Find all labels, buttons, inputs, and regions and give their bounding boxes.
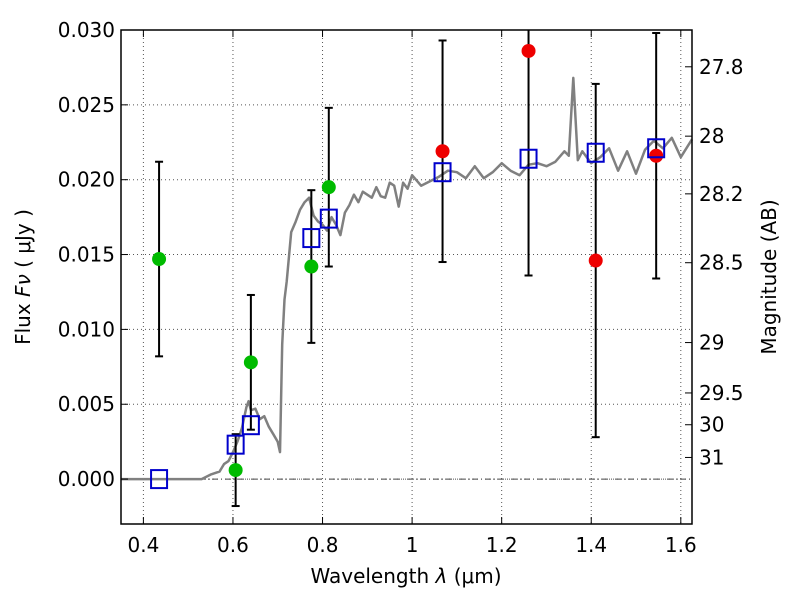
model-band-square [586,142,605,163]
red-data-point [521,43,536,58]
model-band-square [241,415,260,436]
model-band-square [647,138,666,159]
model-spectrum [121,76,694,481]
right-tick-label: 30 [699,413,724,437]
x-tick-label: 0.6 [217,533,249,557]
red-data-point [649,148,664,163]
y-tick-label: 0.015 [58,243,115,267]
x-tick-label: 1 [406,533,419,557]
model-band-square [519,148,538,169]
right-tick-label: 27.8 [699,55,744,79]
y-tick-label: 0.010 [58,317,115,341]
x-tick-label: 0.8 [307,533,339,557]
y-tick-label: 0.005 [58,392,115,416]
y-tick-label: 0.025 [58,93,115,117]
y-tick-label: 0.030 [58,18,115,42]
x-axis-ticks: 0.4 0.6 0.8 1 1.2 1.4 1.6 [127,30,697,557]
x-axis-title: Wavelength λ (μm) [310,564,501,588]
y-axis-title: Flux Fν ( μJy ) [11,209,35,345]
x-tick-label: 1.4 [575,533,607,557]
green-data-point [152,252,167,267]
green-data-point [228,463,243,478]
right-axis-title: Magnitude (AB) [757,199,781,354]
x-tick-label: 1.6 [665,533,697,557]
right-tick-label: 31 [699,445,724,469]
error-bars [155,30,661,508]
data-markers [150,43,666,490]
green-data-point [243,355,258,370]
model-band-square [319,208,338,229]
model-band-square [226,434,245,455]
y-axis-ticks: 0.000 0.005 0.010 0.015 0.020 0.025 0.030 [58,18,128,491]
green-data-point [304,259,319,274]
right-tick-label: 29 [699,331,724,355]
right-tick-label: 28.2 [699,182,744,206]
right-axis-ticks: 27.8 28 28.2 28.5 29 29.5 30 31 [685,55,744,469]
red-data-point [435,144,450,159]
model-band-square [433,162,452,183]
grid-lines [121,29,692,524]
green-data-point [321,180,336,195]
plot-frame [120,29,693,525]
right-tick-label: 28.5 [699,251,744,275]
x-tick-label: 0.4 [127,533,159,557]
model-band-square [302,228,321,249]
y-tick-label: 0.000 [58,467,115,491]
y-tick-label: 0.020 [58,168,115,192]
spectrum-line [121,76,694,481]
right-tick-label: 29.5 [699,381,744,405]
right-tick-label: 28 [699,124,724,148]
model-band-square [150,469,169,490]
x-tick-label: 1.2 [486,533,518,557]
red-data-point [588,253,603,268]
